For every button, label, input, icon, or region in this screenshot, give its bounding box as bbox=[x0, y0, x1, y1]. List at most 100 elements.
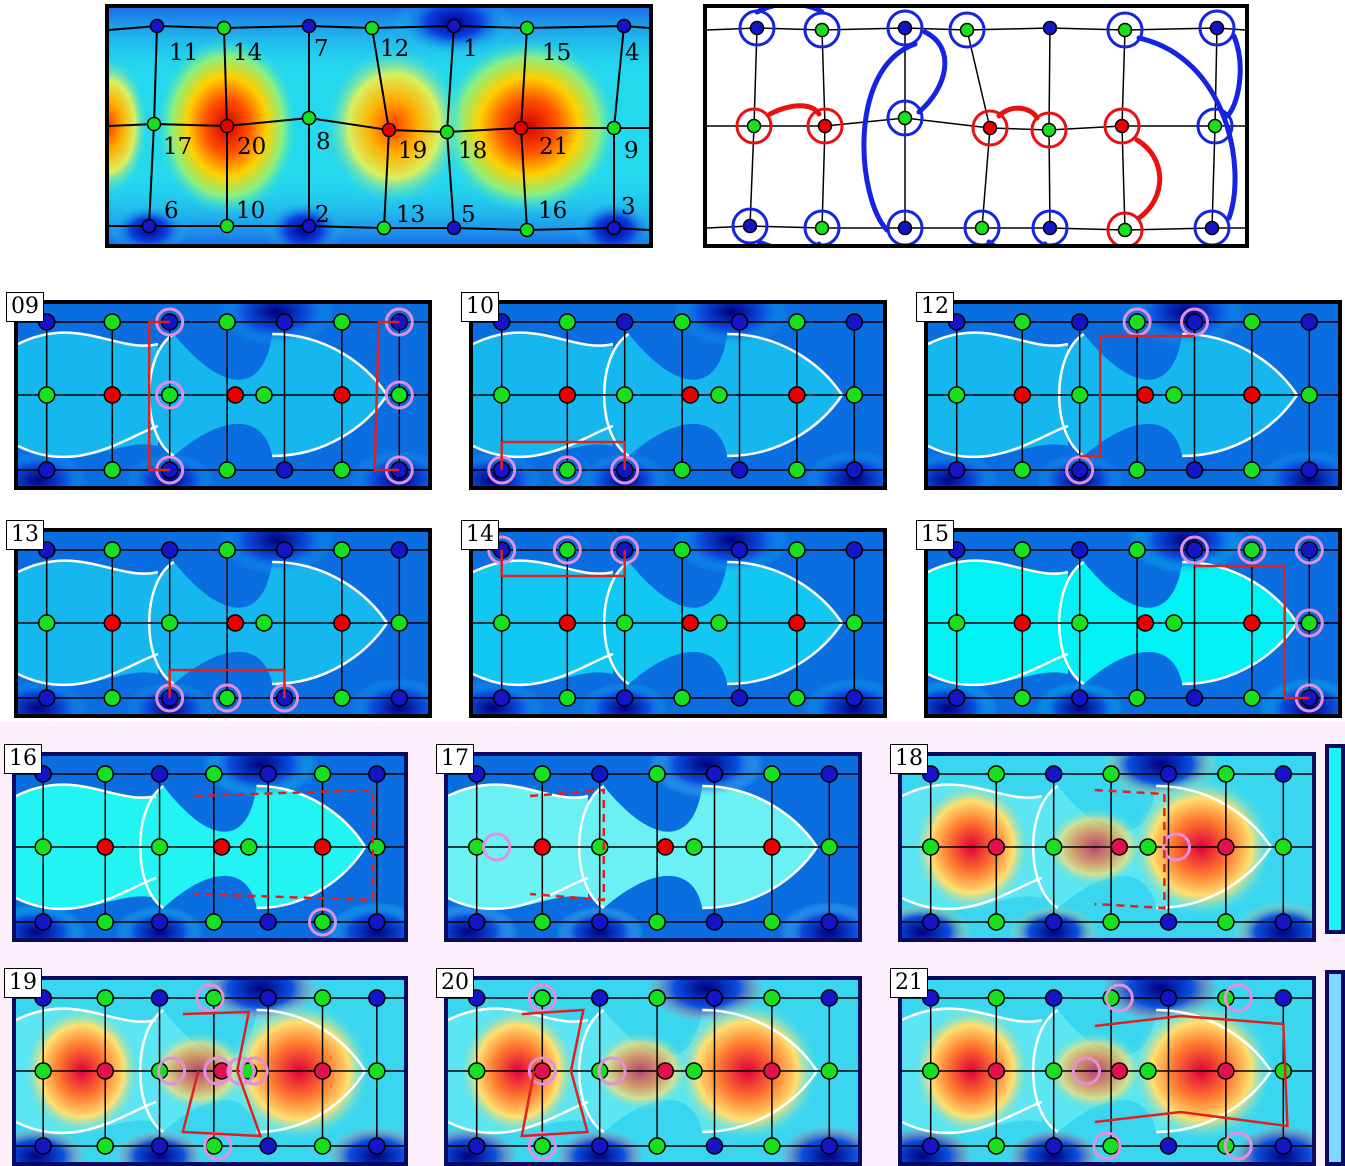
critical-point bbox=[590, 913, 609, 931]
critical-point bbox=[1013, 614, 1032, 632]
graph-node bbox=[1117, 222, 1133, 238]
critical-point bbox=[730, 461, 749, 479]
critical-point bbox=[301, 218, 317, 234]
cycle-boundary bbox=[194, 788, 375, 902]
graph-node bbox=[959, 22, 975, 38]
critical-point bbox=[34, 1062, 52, 1080]
frame-09-svg bbox=[18, 304, 428, 486]
frame-label: 19 bbox=[4, 968, 42, 998]
critical-point bbox=[705, 765, 724, 783]
matching-graph-panel bbox=[703, 4, 1249, 248]
persistence-ring bbox=[886, 99, 924, 137]
critical-point bbox=[558, 614, 577, 632]
frame-15 bbox=[924, 528, 1342, 718]
critical-point bbox=[333, 461, 351, 479]
critical-point bbox=[34, 838, 52, 856]
critical-point bbox=[1102, 765, 1120, 783]
graph-node bbox=[1204, 220, 1220, 236]
critical-point bbox=[648, 913, 666, 931]
highlighted-points bbox=[308, 907, 338, 937]
critical-point bbox=[103, 541, 122, 559]
critical-point bbox=[390, 614, 409, 632]
critical-point bbox=[37, 386, 56, 404]
critical-point bbox=[96, 838, 114, 856]
critical-point bbox=[730, 541, 749, 559]
critical-point bbox=[1136, 386, 1155, 404]
frame-label: 21 bbox=[890, 968, 928, 998]
critical-point bbox=[590, 1137, 609, 1155]
critical-point bbox=[1044, 1137, 1063, 1155]
graph-node bbox=[749, 20, 765, 36]
critical-point bbox=[149, 18, 165, 34]
frame-label: 17 bbox=[436, 744, 474, 774]
critical-point bbox=[160, 386, 179, 404]
critical-point bbox=[656, 1062, 675, 1080]
frame-label: 13 bbox=[6, 520, 44, 550]
critical-point bbox=[255, 386, 273, 404]
critical-point bbox=[615, 689, 634, 707]
critical-point bbox=[820, 765, 839, 783]
critical-point bbox=[1070, 689, 1089, 707]
frame-13-svg bbox=[18, 532, 428, 714]
critical-point bbox=[368, 913, 386, 931]
critical-point bbox=[313, 838, 332, 856]
critical-point bbox=[1243, 614, 1261, 632]
critical-point-label: 6 bbox=[164, 198, 179, 224]
critical-point bbox=[1243, 386, 1261, 404]
critical-point bbox=[1013, 386, 1032, 404]
critical-point bbox=[558, 313, 577, 331]
frame-18-svg bbox=[902, 756, 1312, 938]
critical-point bbox=[467, 1137, 486, 1155]
critical-point bbox=[533, 1062, 552, 1080]
critical-point bbox=[34, 1137, 52, 1155]
critical-point bbox=[376, 220, 392, 236]
critical-point bbox=[1139, 1062, 1157, 1080]
critical-point bbox=[37, 614, 56, 632]
critical-point-label: 18 bbox=[458, 138, 487, 164]
critical-point bbox=[763, 838, 781, 856]
highlighted-points bbox=[482, 832, 512, 862]
critical-point bbox=[37, 461, 56, 479]
graph-node bbox=[897, 110, 913, 126]
critical-point bbox=[226, 614, 245, 632]
critical-point bbox=[1139, 838, 1157, 856]
critical-point bbox=[533, 913, 552, 931]
critical-point bbox=[1159, 989, 1178, 1007]
critical-point bbox=[710, 614, 728, 632]
critical-point bbox=[275, 313, 294, 331]
persistence-ring bbox=[1030, 111, 1068, 149]
critical-point bbox=[37, 689, 56, 707]
critical-point bbox=[368, 1062, 386, 1080]
critical-point bbox=[1274, 765, 1293, 783]
critical-point bbox=[1300, 541, 1319, 559]
critical-point bbox=[492, 386, 511, 404]
critical-point bbox=[390, 541, 409, 559]
critical-point bbox=[987, 765, 1006, 783]
critical-point bbox=[1300, 313, 1319, 331]
graph-node bbox=[897, 20, 913, 36]
critical-point bbox=[1300, 386, 1319, 404]
critical-point bbox=[492, 689, 511, 707]
cycle-boundary bbox=[520, 1008, 590, 1138]
critical-point bbox=[1274, 838, 1293, 856]
critical-point bbox=[845, 689, 864, 707]
highlighted-points bbox=[1162, 832, 1191, 862]
cycle-boundary bbox=[181, 1010, 263, 1138]
persistence-ring bbox=[886, 9, 924, 47]
frame-10 bbox=[469, 300, 887, 490]
critical-point bbox=[820, 838, 839, 856]
critical-point bbox=[763, 913, 781, 931]
critical-point bbox=[103, 386, 122, 404]
critical-point bbox=[763, 765, 781, 783]
graph-node bbox=[974, 220, 990, 236]
critical-point bbox=[313, 989, 332, 1007]
cropped-panel-edge bbox=[1325, 744, 1345, 934]
pair-arc-red-19-18 bbox=[996, 105, 1040, 121]
graph-node bbox=[814, 22, 830, 38]
critical-point bbox=[1102, 1137, 1120, 1155]
frame-10-svg bbox=[473, 304, 883, 486]
graph-node bbox=[1042, 20, 1058, 36]
cycle-boundary bbox=[1094, 1014, 1289, 1128]
critical-point bbox=[1185, 541, 1204, 559]
persistence-ring bbox=[1103, 107, 1141, 145]
